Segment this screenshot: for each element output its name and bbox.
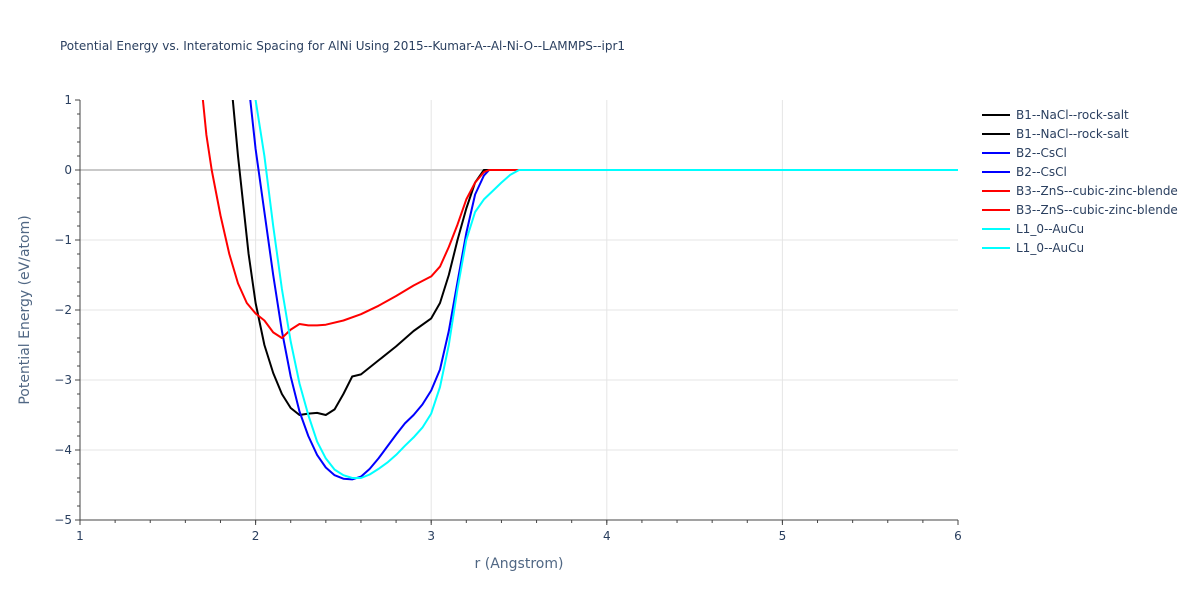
legend-label: B3--ZnS--cubic-zinc-blende [1016, 203, 1178, 217]
series-line-l1-0-aucu [254, 100, 958, 479]
legend-label: L1_0--AuCu [1016, 222, 1084, 236]
legend-item[interactable]: B3--ZnS--cubic-zinc-blende [982, 203, 1178, 217]
legend-item[interactable]: L1_0--AuCu [982, 241, 1084, 255]
legend-item[interactable]: L1_0--AuCu [982, 222, 1084, 236]
legend-label: B2--CsCl [1016, 146, 1067, 160]
tick-labels: 1 2 3 4 5 6 1 0 −1 −2 −3 −4 −5 [54, 93, 962, 543]
x-tick-label: 5 [779, 529, 787, 543]
y-tick-label: −2 [54, 303, 72, 317]
series-lines [201, 100, 958, 481]
x-tick-label: 1 [76, 529, 84, 543]
y-tick-label: 0 [64, 163, 72, 177]
chart-title: Potential Energy vs. Interatomic Spacing… [60, 39, 625, 53]
legend-item[interactable]: B3--ZnS--cubic-zinc-blende [982, 184, 1178, 198]
y-tick-label: 1 [64, 93, 72, 107]
legend-item[interactable]: B2--CsCl [982, 165, 1067, 179]
series-line-b3-zns-cubic-zinc-blende [201, 100, 529, 339]
legend-label: B1--NaCl--rock-salt [1016, 108, 1129, 122]
legend-item[interactable]: B2--CsCl [982, 146, 1067, 160]
legend-item[interactable]: B1--NaCl--rock-salt [982, 108, 1129, 122]
legend-label: L1_0--AuCu [1016, 241, 1084, 255]
legend-item[interactable]: B1--NaCl--rock-salt [982, 127, 1129, 141]
x-tick-label: 4 [603, 529, 611, 543]
y-tick-label: −3 [54, 373, 72, 387]
y-tick-label: −1 [54, 233, 72, 247]
series-line-b1-nacl-rock-salt [231, 100, 958, 416]
legend-label: B1--NaCl--rock-salt [1016, 127, 1129, 141]
x-axis-title: r (Angstrom) [475, 556, 564, 572]
y-tick-label: −4 [54, 443, 72, 457]
legend-label: B2--CsCl [1016, 165, 1067, 179]
legend[interactable]: B1--NaCl--rock-salt B1--NaCl--rock-salt B2… [982, 108, 1178, 255]
grid [80, 100, 958, 520]
x-tick-label: 3 [427, 529, 435, 543]
y-axis-title: Potential Energy (eV/atom) [17, 215, 33, 404]
y-tick-label: −5 [54, 513, 72, 527]
series-line-b2-cscl [249, 100, 958, 481]
axes [75, 99, 959, 525]
x-tick-label: 2 [252, 529, 260, 543]
legend-label: B3--ZnS--cubic-zinc-blende [1016, 184, 1178, 198]
x-tick-label: 6 [954, 529, 962, 543]
